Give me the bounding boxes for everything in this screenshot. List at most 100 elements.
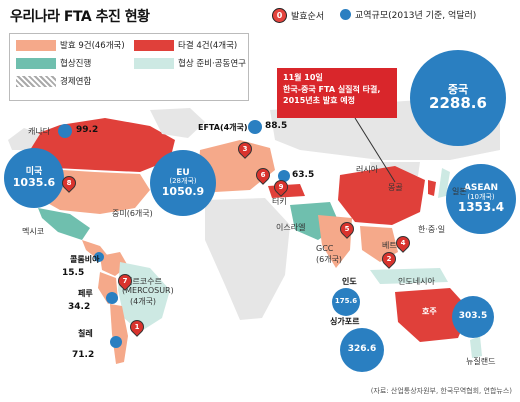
callout-line-3: 2015년초 발효 예정 xyxy=(283,96,355,106)
region-china xyxy=(338,166,425,225)
label-mongolia: 몽골 xyxy=(388,183,403,192)
bubble-singapore: 326.6 xyxy=(340,328,384,372)
label-newzealand: 뉴질랜드 xyxy=(466,357,496,366)
bubble-eu: EU (28개국) 1050.9 xyxy=(150,150,216,216)
swatch-preparing xyxy=(134,57,174,69)
bubble-usa-value: 1035.6 xyxy=(12,175,56,189)
swatch-negotiating xyxy=(16,57,56,69)
legend-box: 발효 9건(46개국) 타결 4건(4개국) 협상진행 협상 준비·공동연구 경… xyxy=(9,33,249,101)
bubble-eu-sub: (28개국) xyxy=(169,177,197,186)
region-chile xyxy=(110,304,128,364)
label-colombia: 콜롬비아 xyxy=(70,255,100,264)
dot-canada xyxy=(58,124,72,138)
bubble-asean-sub: (10개국) xyxy=(467,192,495,201)
label-japan: 일본 xyxy=(452,187,467,196)
legend-effective: 발효 9건(46개국) xyxy=(16,39,125,51)
bubble-china-name: 중국 xyxy=(447,83,469,97)
bubble-australia: 303.5 xyxy=(452,296,494,338)
pin-8-number: 8 xyxy=(66,179,72,187)
label-indonesia: 인도네시아 xyxy=(398,277,435,286)
region-korea xyxy=(428,180,436,196)
pin-4-number: 4 xyxy=(400,239,406,247)
bubble-australia-value: 303.5 xyxy=(458,311,488,322)
dot-peru xyxy=(106,292,118,304)
region-mexico xyxy=(38,208,90,240)
region-eu xyxy=(198,140,275,192)
dot-efta xyxy=(248,120,262,134)
trade-circle-icon xyxy=(340,9,351,20)
callout-line-2: 한국-중국 FTA 실질적 타결, xyxy=(283,84,381,94)
swatch-concluded xyxy=(134,39,174,51)
label-canada-value: 99.2 xyxy=(76,125,99,135)
label-singapore: 싱가포르 xyxy=(330,317,360,326)
legend-effective-label: 발효 9건(46개국) xyxy=(60,41,125,51)
pin-5-number: 5 xyxy=(344,225,350,233)
legend-pin-label: 발효순서 xyxy=(291,12,325,22)
pin-9-number: 9 xyxy=(278,183,284,191)
pin-1-number: 1 xyxy=(134,323,140,331)
legend-concluded-label: 타결 4건(4개국) xyxy=(178,41,238,51)
bubble-asean: ASEAN (10개국) 1353.4 xyxy=(446,164,516,234)
callout-leader xyxy=(354,117,396,183)
legend-economic-union: 경제연합 xyxy=(16,75,91,87)
region-indonesia xyxy=(370,268,448,284)
bubble-asean-value: 1353.4 xyxy=(457,200,505,215)
legend-trade-label: 교역규모(2013년 기준, 억달러) xyxy=(355,11,477,21)
bubble-asean-name: ASEAN xyxy=(463,183,499,194)
label-efta-value: 88.5 xyxy=(265,121,288,131)
region-africa xyxy=(205,198,290,320)
bubble-singapore-value: 326.6 xyxy=(347,344,377,355)
bubble-china: 중국 2288.6 xyxy=(410,50,506,146)
label-turkey: 터키 xyxy=(272,197,287,206)
label-gcc: GCC xyxy=(316,244,334,253)
legend-trade: 교역규모(2013년 기준, 억달러) xyxy=(340,8,476,21)
legend-negotiating: 협상진행 xyxy=(16,57,91,69)
page-title: 우리나라 FTA 추진 현황 xyxy=(10,9,150,25)
swatch-economic-union xyxy=(16,75,56,87)
label-colombia-value: 15.5 xyxy=(62,268,85,278)
label-mercosur-count: (4개국) xyxy=(130,297,157,306)
label-israel: 이스라엘 xyxy=(276,223,306,232)
label-india: 인도 xyxy=(342,277,357,286)
region-newzealand xyxy=(470,336,482,358)
bubble-usa-name: 미국 xyxy=(25,166,43,177)
label-canada: 캐나다 xyxy=(28,127,51,136)
label-vietnam: 베트남 xyxy=(382,241,405,250)
label-mercosur: 메르코수르 xyxy=(125,277,162,286)
region-greenland xyxy=(150,108,205,138)
label-gcc-count: (6개국) xyxy=(316,255,343,264)
pin-6-number: 6 xyxy=(260,171,266,179)
label-central-america: 중미(6개국) xyxy=(112,209,153,218)
region-australia xyxy=(395,288,470,342)
label-kcj: 한·중·일 xyxy=(418,225,446,234)
legend-concluded: 타결 4건(4개국) xyxy=(134,39,237,51)
pin-3-number: 3 xyxy=(242,145,248,153)
label-australia: 호주 xyxy=(422,307,437,316)
bubble-india: 175.6 xyxy=(332,288,360,316)
label-chile: 칠레 xyxy=(78,329,93,338)
dot-colombia xyxy=(94,252,104,262)
region-japan xyxy=(438,168,450,198)
bubble-india-value: 175.6 xyxy=(334,297,358,306)
dot-chile xyxy=(110,336,122,348)
legend-preparing-label: 협상 준비·공동연구 xyxy=(178,59,246,69)
bubble-eu-value: 1050.9 xyxy=(161,184,205,198)
label-turkey-value: 63.5 xyxy=(292,170,315,180)
region-alaska xyxy=(8,128,40,150)
legend-pin: 0 발효순서 xyxy=(272,8,324,23)
bubble-eu-name: EU xyxy=(176,167,190,178)
callout-date: 11월 10일 xyxy=(283,73,323,82)
pin-icon: 0 xyxy=(272,8,287,23)
source-note: (자료: 산업통상자원부, 한국무역협회, 연합뉴스) xyxy=(370,387,512,395)
bubble-china-value: 2288.6 xyxy=(429,93,487,112)
label-chile-value: 71.2 xyxy=(72,350,95,360)
label-mercosur-en: (MERCOSUR) xyxy=(122,286,174,295)
label-mexico: 멕시코 xyxy=(22,227,45,236)
label-peru-value: 34.2 xyxy=(68,302,91,312)
bubble-usa: 미국 1035.6 xyxy=(4,148,64,208)
label-russia: 러시아 xyxy=(356,165,379,174)
swatch-effective xyxy=(16,39,56,51)
pin-7-number: 7 xyxy=(122,277,128,285)
legend-preparing: 협상 준비·공동연구 xyxy=(134,57,246,69)
